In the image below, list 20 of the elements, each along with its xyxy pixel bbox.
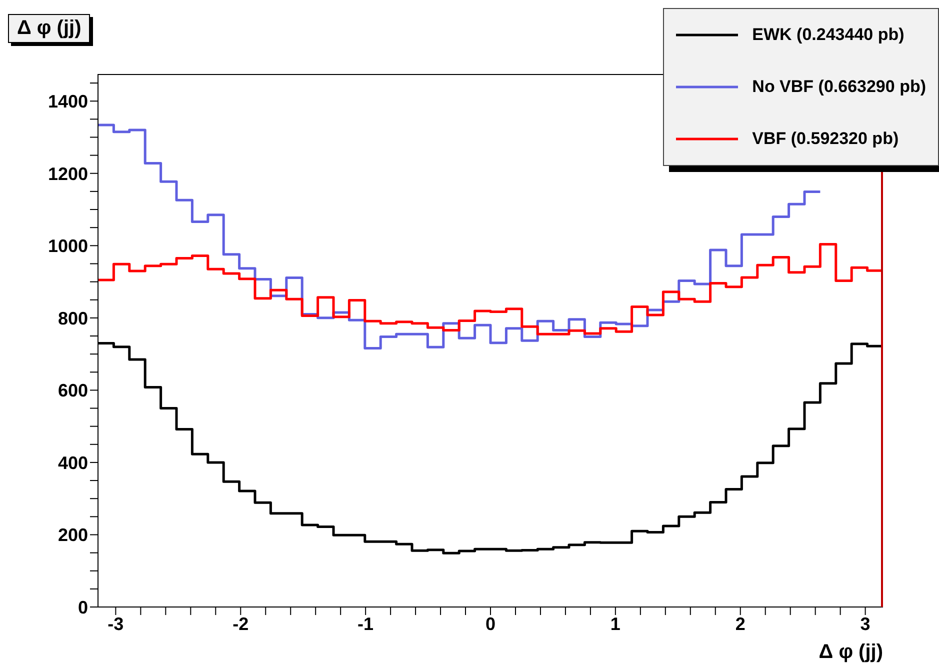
y-tick-label: 1000 [48, 236, 88, 256]
x-tick-label: -3 [108, 614, 124, 634]
y-tick-label: 1200 [48, 164, 88, 184]
y-tick-label: 1400 [48, 91, 88, 112]
x-tick-label: 0 [485, 614, 496, 634]
x-tick-label: 1 [610, 614, 620, 634]
x-tick-label: 3 [860, 614, 870, 634]
y-tick-label: 800 [58, 308, 88, 328]
y-tick-label: 400 [58, 452, 88, 473]
y-tick-label: 0 [78, 597, 88, 618]
legend-label: No VBF (0.663290 pb) [752, 77, 926, 97]
x-tick-label: 2 [735, 614, 746, 634]
y-tick-label: 600 [58, 380, 88, 401]
legend-label: VBF (0.592320 pb) [752, 129, 899, 149]
legend-label: EWK (0.243440 pb) [752, 25, 904, 45]
chart-title: Δ φ (jj) [8, 14, 90, 43]
x-tick-label: -1 [358, 614, 374, 634]
x-axis-title: Δ φ (jj) [818, 641, 883, 664]
x-tick-label: -2 [232, 614, 249, 634]
y-tick-label: 200 [58, 525, 88, 546]
